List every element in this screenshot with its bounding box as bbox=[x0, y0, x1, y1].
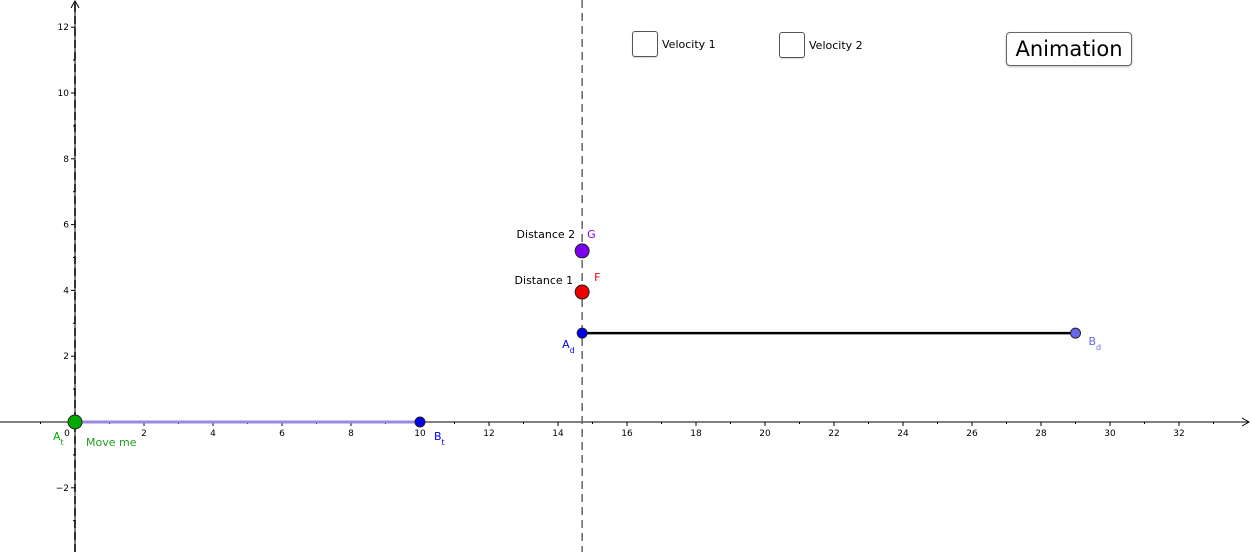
move-me-caption: Move me bbox=[86, 436, 137, 449]
y-tick-label: 12 bbox=[58, 23, 69, 33]
y-tick-label: 2 bbox=[63, 352, 69, 362]
velocity-1-checkbox[interactable]: Velocity 1 bbox=[632, 31, 716, 57]
velocity-1-label: Velocity 1 bbox=[662, 37, 716, 51]
x-tick-label: 0 bbox=[64, 429, 70, 439]
x-tick-label: 16 bbox=[621, 429, 633, 439]
y-tick-label: 10 bbox=[58, 89, 70, 99]
x-tick-label: 8 bbox=[348, 429, 354, 439]
y-tick-label: 8 bbox=[63, 155, 69, 165]
label-g: G bbox=[587, 228, 596, 241]
x-tick-label: 12 bbox=[483, 429, 494, 439]
point-b-d bbox=[1070, 327, 1081, 339]
animation-button[interactable]: Animation bbox=[1006, 32, 1132, 66]
point-g bbox=[574, 243, 590, 259]
velocity-2-checkbox[interactable]: Velocity 2 bbox=[779, 32, 863, 58]
x-tick-label: 18 bbox=[690, 429, 702, 439]
x-tick-label: 22 bbox=[828, 429, 839, 439]
segments-layer bbox=[75, 331, 1076, 424]
label-b-d: Bd bbox=[1089, 335, 1102, 352]
x-tick-label: 20 bbox=[759, 429, 771, 439]
distance-2-caption: Distance 2 bbox=[517, 228, 576, 241]
point-a-t bbox=[67, 414, 83, 430]
velocity-1-checkbox-box[interactable] bbox=[632, 31, 658, 57]
y-tick-label: 6 bbox=[63, 221, 69, 231]
y-axis-arrow bbox=[70, 0, 80, 9]
x-tick-label: 28 bbox=[1035, 429, 1047, 439]
x-tick-label: 26 bbox=[966, 429, 978, 439]
y-tick-label: −2 bbox=[56, 484, 69, 494]
points-layer: At Bt Ad Bd F G Move me Distance 1 Distance 2 bbox=[53, 228, 1101, 449]
label-a-d: Ad bbox=[562, 338, 575, 355]
x-tick-label: 10 bbox=[414, 429, 426, 439]
x-tick-label: 4 bbox=[210, 429, 216, 439]
label-f: F bbox=[594, 271, 600, 284]
x-tick-label: 2 bbox=[141, 429, 147, 439]
label-a-t: At bbox=[53, 430, 64, 447]
x-axis-arrow bbox=[1241, 417, 1251, 427]
velocity-2-label: Velocity 2 bbox=[809, 38, 863, 52]
velocity-2-checkbox-box[interactable] bbox=[779, 32, 805, 58]
point-b-t bbox=[414, 416, 426, 428]
x-tick-label: 24 bbox=[897, 429, 909, 439]
point-f bbox=[574, 284, 590, 300]
point-a-d bbox=[576, 327, 588, 339]
x-tick-label: 14 bbox=[552, 429, 564, 439]
label-b-t: Bt bbox=[434, 430, 445, 447]
x-tick-label: 32 bbox=[1173, 429, 1184, 439]
x-tick-label: 6 bbox=[279, 429, 285, 439]
x-tick-label: 30 bbox=[1104, 429, 1116, 439]
y-tick-label: 4 bbox=[63, 286, 69, 296]
distance-1-caption: Distance 1 bbox=[515, 274, 574, 287]
